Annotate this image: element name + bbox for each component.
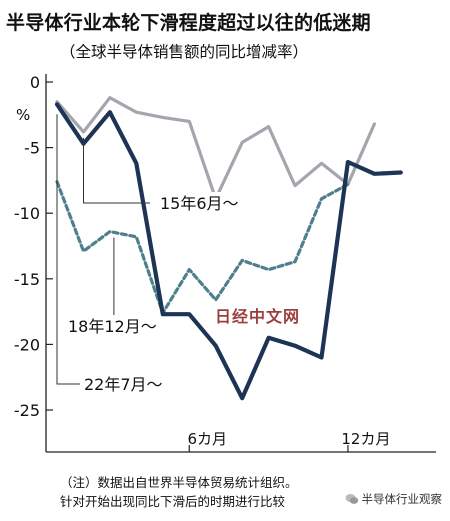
y-tick-label: -20 xyxy=(14,335,40,354)
watermark-text: 日经中文网 xyxy=(214,307,300,326)
y-tick-label: 0 xyxy=(30,73,40,92)
y-tick-label: -10 xyxy=(14,204,40,223)
source-label: 半导体行业观察 xyxy=(361,492,443,506)
x-tick-label: 12カ月 xyxy=(341,430,390,448)
y-unit-label: % xyxy=(16,106,30,124)
series-line-3 xyxy=(54,102,403,401)
callout-leader-1 xyxy=(83,137,150,204)
series-label-1: 15年6月～ xyxy=(160,194,239,213)
footnote-line-2: 针对开始出现同比下滑后的时期进行比较 xyxy=(60,494,286,509)
chart-title: 半导体行业本轮下滑程度超过以往的低迷期 xyxy=(6,12,371,34)
callout-bg xyxy=(65,315,160,337)
source-credit: 半导体行业观察 xyxy=(344,491,443,507)
y-tick-label: -25 xyxy=(14,401,40,420)
series-label-2: 18年12月～ xyxy=(68,317,157,336)
x-tick-label: 6カ月 xyxy=(187,430,227,448)
callout-bg xyxy=(81,373,166,395)
callout-leader-3 xyxy=(56,114,80,385)
y-tick-label: -15 xyxy=(14,270,40,289)
footnote-line-1: （注）数据出自世界半导体贸易统计组织。 xyxy=(60,475,298,490)
series-label-3: 22年7月～ xyxy=(84,375,163,394)
series-line-1 xyxy=(55,96,376,201)
callout-bg xyxy=(157,192,242,214)
series-line-2 xyxy=(55,180,350,315)
wechat-icon xyxy=(345,494,358,504)
y-tick-label: -5 xyxy=(24,139,40,158)
chart-subtitle: （全球半导体销售额的同比增减率） xyxy=(60,43,309,61)
